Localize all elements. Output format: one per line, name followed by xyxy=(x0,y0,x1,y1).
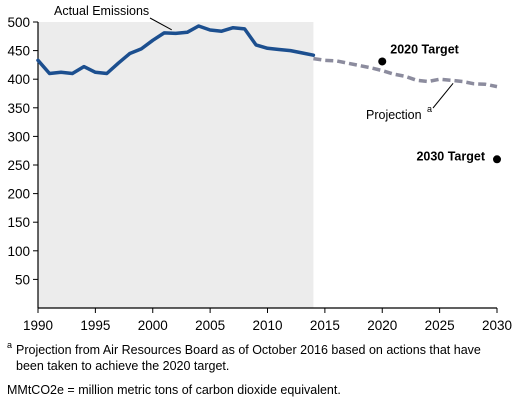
y-tick-label: 350 xyxy=(7,101,30,116)
projection-label: Projection xyxy=(366,108,422,122)
y-tick-label: 150 xyxy=(7,215,30,230)
projection-note-line-2: been taken to achieve the 2020 target. xyxy=(16,359,230,373)
y-tick-label: 450 xyxy=(7,44,30,59)
y-tick-label: 100 xyxy=(7,244,30,259)
historical-shade xyxy=(38,22,314,308)
x-tick-label: 1990 xyxy=(23,318,53,330)
y-tick-label: 400 xyxy=(7,72,30,87)
y-tick-label: 500 xyxy=(7,15,30,30)
projection-note-line-1: Projection from Air Resources Board as o… xyxy=(16,343,481,357)
projection-line xyxy=(313,56,498,89)
x-tick-label: 2000 xyxy=(138,318,168,330)
x-tick-label: 2005 xyxy=(195,318,225,330)
projection-label-superscript: a xyxy=(427,104,432,114)
y-tick-label: 50 xyxy=(15,272,30,287)
y-tick-label: 250 xyxy=(7,158,30,173)
emissions-chart: 50 100 150 200 250 300 350 400 450 500 1990 1995 200… xyxy=(7,4,512,330)
unit-note: MMtCO2e = million metric tons of carbon … xyxy=(7,383,341,397)
x-tick-label: 2015 xyxy=(310,318,340,330)
target-label: 2030 Target xyxy=(416,149,485,163)
projection-leader xyxy=(432,83,454,109)
target-point xyxy=(378,57,387,66)
target-label: 2020 Target xyxy=(390,42,459,56)
y-tick-label: 200 xyxy=(7,187,30,202)
actual-emissions-leader xyxy=(149,17,172,31)
y-tick-label: 300 xyxy=(7,129,30,144)
footnote-marker: a xyxy=(7,340,13,350)
target-point xyxy=(493,155,501,164)
actual-emissions-label: Actual Emissions xyxy=(54,4,149,18)
x-tick-label: 2030 xyxy=(482,318,512,330)
x-tick-label: 2025 xyxy=(425,318,455,330)
actual-emissions-line xyxy=(36,24,316,76)
x-tick-label: 2010 xyxy=(252,318,282,330)
x-tick-label: 2020 xyxy=(367,318,397,330)
x-tick-label: 1995 xyxy=(80,318,110,330)
